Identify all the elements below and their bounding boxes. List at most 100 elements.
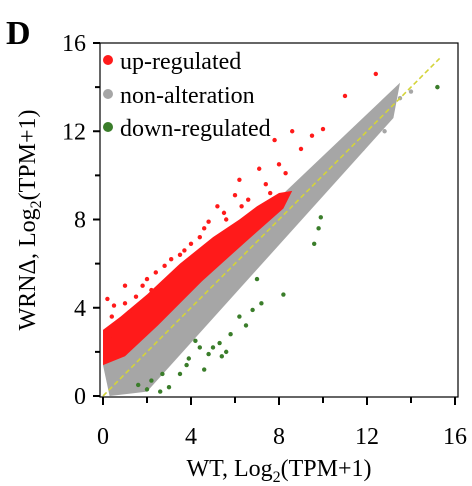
point-up-regulated	[309, 133, 315, 138]
point-up-regulated	[232, 193, 238, 198]
point-non-alteration	[325, 173, 330, 178]
point-up-regulated	[182, 248, 187, 253]
point-up-regulated	[109, 314, 115, 319]
up-regulated-band	[103, 190, 293, 366]
x-tick-label: 12	[355, 424, 379, 450]
y-axis-label: WRNΔ, Log2(TPM+1)	[15, 110, 45, 331]
point-up-regulated	[114, 323, 119, 328]
point-up-regulated	[320, 126, 326, 132]
point-non-alteration	[349, 153, 354, 158]
y-tick-label: 8	[74, 208, 86, 234]
x-tick-label: 4	[185, 424, 197, 450]
point-up-regulated	[276, 162, 282, 167]
point-up-regulated	[257, 166, 262, 171]
point-up-regulated	[206, 219, 211, 224]
point-down-regulated	[254, 276, 260, 282]
point-up-regulated	[197, 234, 202, 240]
point-down-regulated	[186, 356, 191, 361]
point-up-regulated	[127, 309, 132, 315]
point-up-regulated	[169, 257, 174, 262]
x-tick-label: 16	[443, 424, 467, 450]
point-down-regulated	[166, 384, 172, 390]
point-non-alteration	[294, 208, 299, 213]
point-down-regulated	[184, 362, 189, 368]
point-up-regulated	[122, 283, 128, 288]
point-down-regulated	[160, 371, 165, 377]
point-down-regulated	[206, 351, 211, 357]
point-down-regulated	[243, 323, 249, 328]
point-down-regulated	[149, 378, 154, 383]
x-axis-label: WT, Log2(TPM+1)	[186, 456, 371, 486]
point-down-regulated	[224, 349, 229, 355]
x-tick-label: 0	[97, 424, 109, 450]
point-non-alteration	[375, 113, 381, 119]
point-down-regulated	[316, 226, 321, 231]
point-non-alteration	[382, 129, 387, 134]
x-tick-label: 8	[273, 424, 285, 450]
point-down-regulated	[136, 382, 141, 388]
point-up-regulated	[149, 287, 154, 293]
point-up-regulated	[162, 263, 167, 269]
point-up-regulated	[202, 226, 207, 231]
point-up-regulated	[298, 146, 304, 152]
point-non-alteration	[342, 159, 348, 165]
point-down-regulated	[197, 345, 202, 350]
legend-marker-non-alteration	[103, 89, 113, 99]
up-regulated-density	[103, 190, 293, 366]
legend: up-regulated non-alteration down-regulat…	[103, 49, 271, 142]
point-down-regulated	[177, 371, 183, 377]
point-down-regulated	[259, 301, 264, 306]
point-up-regulated	[111, 303, 117, 308]
legend-label-up-regulated: up-regulated	[120, 49, 241, 75]
point-down-regulated	[250, 307, 255, 313]
non-alteration-band	[103, 82, 400, 397]
y-tick-label: 4	[74, 296, 86, 322]
point-up-regulated	[144, 276, 150, 282]
point-down-regulated	[228, 332, 233, 337]
point-up-regulated	[246, 197, 251, 202]
point-down-regulated	[144, 387, 150, 392]
point-down-regulated	[281, 292, 286, 297]
point-up-regulated	[263, 182, 268, 187]
point-up-regulated	[239, 204, 244, 209]
y-tick-label: 0	[74, 384, 86, 410]
point-up-regulated	[283, 170, 288, 176]
legend-label-non-alteration: non-alteration	[120, 83, 255, 109]
point-down-regulated	[435, 84, 440, 90]
point-non-alteration	[303, 182, 308, 187]
y-tick-label: 12	[62, 119, 86, 145]
point-down-regulated	[193, 338, 198, 344]
point-up-regulated	[237, 177, 242, 182]
point-up-regulated	[122, 301, 128, 306]
point-non-alteration	[338, 151, 343, 156]
point-non-alteration	[369, 133, 374, 138]
point-up-regulated	[133, 294, 139, 299]
point-non-alteration	[364, 124, 370, 130]
non-alteration-density	[103, 82, 400, 397]
point-up-regulated	[224, 217, 229, 222]
legend-marker-up-regulated	[103, 55, 113, 65]
point-down-regulated	[217, 340, 222, 346]
point-down-regulated	[158, 389, 163, 394]
point-non-alteration	[316, 184, 321, 189]
axis-ticks: 0 4 8 12 16 0 4 8 12 16	[62, 31, 467, 450]
y-tick-label: 16	[62, 31, 86, 57]
point-down-regulated	[202, 367, 207, 372]
point-non-alteration	[331, 166, 337, 171]
point-up-regulated	[107, 336, 112, 341]
point-up-regulated	[215, 204, 220, 209]
point-up-regulated	[105, 296, 110, 302]
point-up-regulated	[342, 93, 348, 99]
point-up-regulated	[290, 129, 295, 134]
legend-label-down-regulated: down-regulated	[120, 116, 271, 142]
point-up-regulated	[188, 241, 194, 246]
point-up-regulated	[177, 252, 183, 257]
point-up-regulated	[268, 190, 273, 196]
point-up-regulated	[373, 71, 378, 77]
point-up-regulated	[221, 210, 227, 216]
point-down-regulated	[237, 314, 242, 319]
point-down-regulated	[210, 345, 216, 350]
panel-label: D	[6, 15, 31, 52]
point-non-alteration	[408, 89, 414, 94]
point-up-regulated	[272, 137, 277, 143]
